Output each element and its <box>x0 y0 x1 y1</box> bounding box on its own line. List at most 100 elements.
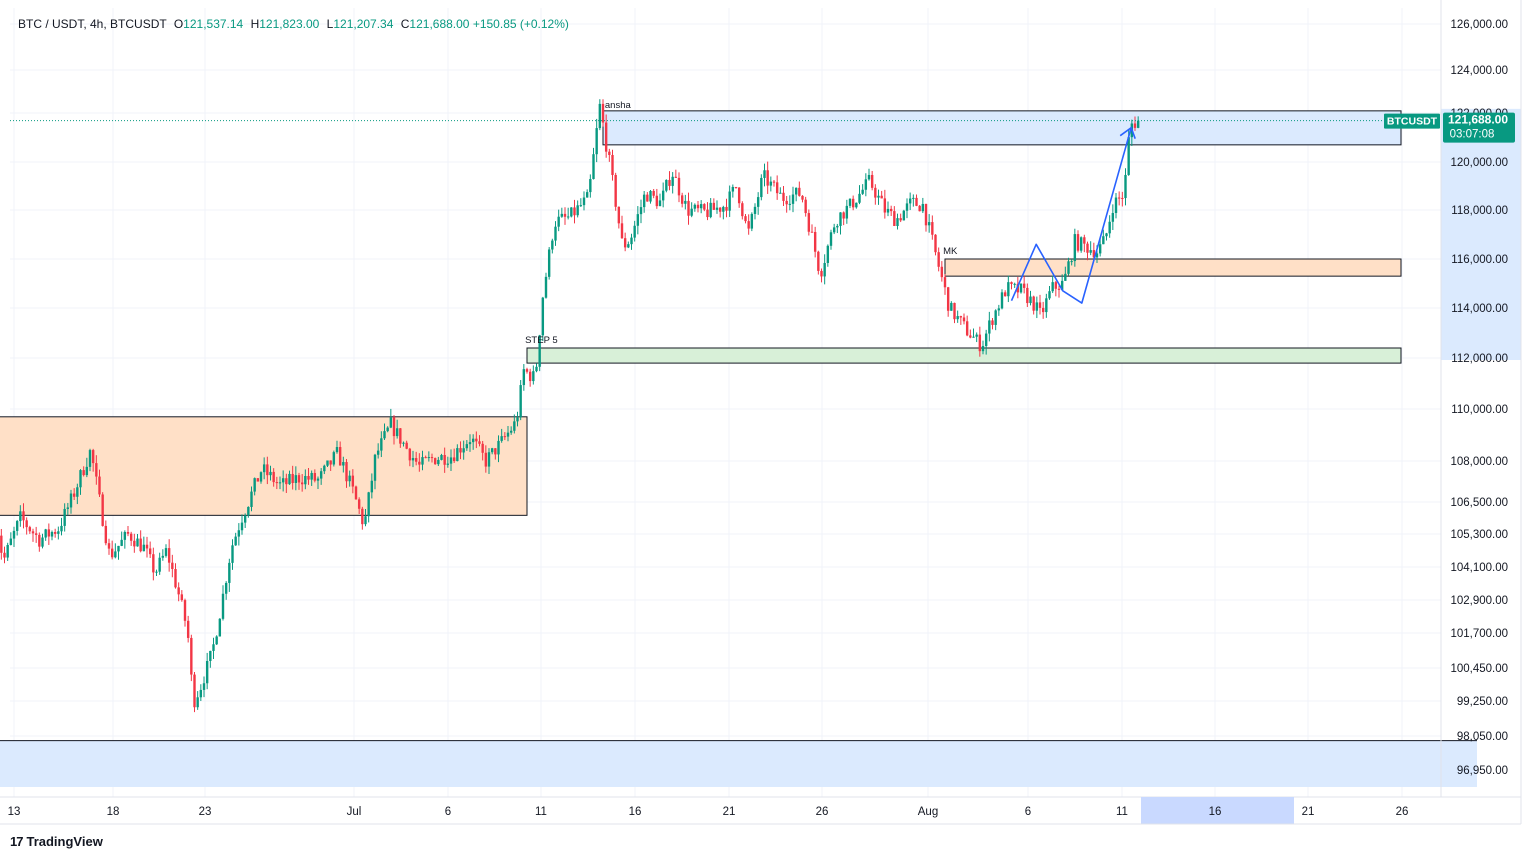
candle-body <box>959 316 963 318</box>
y-tick-label: 102,900.00 <box>1450 595 1508 607</box>
x-tick-label: 23 <box>199 806 212 818</box>
candle <box>965 315 969 337</box>
candle <box>133 533 136 553</box>
candle <box>354 485 358 500</box>
candle <box>370 473 374 499</box>
candle <box>247 506 250 518</box>
candle <box>772 179 776 187</box>
candle-body <box>253 478 256 492</box>
y-tick-label: 96,950.00 <box>1457 765 1508 777</box>
candle-body <box>6 544 9 558</box>
candle <box>389 408 393 429</box>
candle <box>994 309 997 331</box>
last-price-tag: BTCUSDT 121,688.00 03:07:08 <box>1384 112 1515 143</box>
candle-body <box>661 190 665 201</box>
candle-body <box>1026 287 1029 304</box>
candle <box>826 244 830 267</box>
candle <box>490 447 494 455</box>
candle <box>1060 274 1064 291</box>
candle-body <box>655 195 659 207</box>
candle <box>326 460 329 467</box>
candle-body <box>946 287 950 311</box>
candle <box>88 448 92 472</box>
symbol-tag-text: BTCUSDT <box>1387 116 1438 128</box>
candle-body <box>490 448 494 453</box>
candle-body <box>858 193 861 203</box>
candle <box>1133 116 1137 131</box>
candle <box>104 520 108 546</box>
candle-body <box>1108 221 1111 234</box>
candle <box>1054 280 1058 297</box>
candle <box>775 175 779 200</box>
candle-body <box>642 194 646 208</box>
candle <box>1051 275 1054 294</box>
candle <box>345 459 348 488</box>
candle-body <box>348 475 351 482</box>
candle <box>120 531 123 547</box>
annotation-label: ansha <box>605 100 632 111</box>
candle <box>972 328 975 338</box>
candle <box>886 201 890 217</box>
candle <box>642 191 646 213</box>
candle <box>0 528 3 560</box>
candle <box>725 198 728 218</box>
candle <box>620 215 624 239</box>
candle-body <box>1010 282 1013 284</box>
candle <box>136 534 139 547</box>
candle-body <box>231 545 234 563</box>
x-tick-label: 16 <box>629 806 642 818</box>
candle <box>459 441 462 460</box>
candle-body <box>741 203 744 217</box>
candle-body <box>1114 197 1118 213</box>
candle-body <box>380 438 383 451</box>
candle-body <box>908 198 912 204</box>
candle <box>338 441 342 466</box>
candle-body <box>842 212 845 219</box>
candle <box>278 476 282 490</box>
candle <box>199 684 203 702</box>
candle <box>943 274 947 295</box>
candle <box>623 232 627 252</box>
zone-green-step5 <box>526 347 1402 364</box>
candle <box>1136 116 1140 129</box>
candle <box>1089 241 1092 256</box>
candle-body <box>47 529 51 537</box>
candle-body <box>763 170 766 178</box>
candle <box>611 149 614 181</box>
candle-body <box>152 554 155 573</box>
candle <box>769 176 773 192</box>
candle-body <box>335 447 339 453</box>
candle <box>231 539 234 570</box>
candle-body <box>788 203 792 205</box>
candle-body <box>940 266 944 278</box>
candle <box>627 241 630 249</box>
candle-body <box>85 466 89 476</box>
candle-body <box>34 533 38 535</box>
zone-blue-supply <box>602 110 1402 146</box>
candle-body <box>772 181 776 183</box>
symbol-title[interactable]: BTC / USDT, 4h, BTCUSDT <box>18 17 167 31</box>
candle-body <box>79 470 82 488</box>
candle-body <box>652 190 655 196</box>
candle-body <box>665 179 668 191</box>
candle <box>981 340 985 355</box>
tradingview-logo[interactable]: 17 TradingView <box>10 834 103 849</box>
candle-body <box>110 548 114 558</box>
candle <box>870 170 874 191</box>
candle <box>452 448 456 463</box>
candle-body <box>807 213 811 232</box>
y-tick-label: 126,000.00 <box>1450 19 1508 31</box>
candle-body <box>332 452 336 465</box>
candle-body <box>715 207 719 210</box>
candle-body <box>145 544 149 549</box>
candle <box>240 514 244 535</box>
change-value: +150.85 (+0.12%) <box>472 17 569 31</box>
candle-body <box>519 385 522 418</box>
candle <box>1057 285 1061 298</box>
candle-body <box>725 206 728 211</box>
candle <box>6 542 9 561</box>
candle <box>386 426 389 433</box>
candle-body <box>228 562 231 583</box>
candle <box>329 460 332 471</box>
